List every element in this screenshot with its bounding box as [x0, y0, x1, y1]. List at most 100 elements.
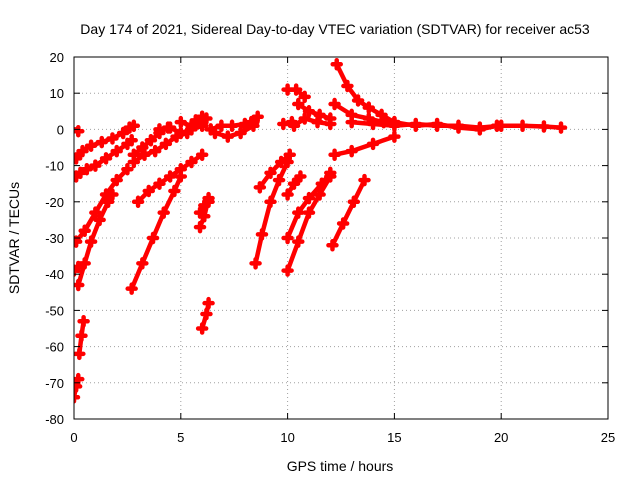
- point-marker: [168, 184, 181, 198]
- point-marker: [89, 159, 102, 172]
- point-marker: [351, 94, 365, 107]
- point-marker: [174, 126, 188, 140]
- point-marker: [328, 97, 341, 111]
- x-tick-label: 10: [280, 430, 294, 445]
- point-marker: [121, 162, 134, 176]
- point-marker: [324, 166, 337, 180]
- point-marker: [195, 322, 209, 335]
- point-marker: [101, 195, 115, 209]
- point-marker: [238, 119, 252, 133]
- y-tick-label: -60: [45, 340, 64, 355]
- point-marker: [221, 130, 235, 143]
- series-group: [74, 57, 568, 404]
- point-marker: [146, 231, 160, 245]
- point-marker: [74, 278, 85, 292]
- point-marker: [345, 144, 358, 158]
- point-marker: [75, 329, 88, 342]
- point-marker: [298, 112, 311, 125]
- point-marker: [95, 135, 109, 149]
- point-marker: [127, 119, 141, 133]
- point-marker: [277, 117, 290, 131]
- point-marker: [185, 155, 198, 169]
- point-marker: [74, 166, 87, 180]
- y-tick-label: -20: [45, 195, 64, 210]
- point-marker: [157, 206, 170, 219]
- y-tick-label: 0: [57, 122, 64, 137]
- point-marker: [294, 170, 307, 183]
- point-marker: [93, 213, 106, 227]
- point-marker: [215, 119, 228, 133]
- point-marker: [302, 105, 316, 118]
- point-marker: [125, 282, 138, 295]
- series-arc-29: [330, 177, 367, 248]
- point-marker: [200, 112, 213, 125]
- x-tick-label: 0: [70, 430, 77, 445]
- point-marker: [153, 123, 166, 136]
- point-marker: [110, 173, 123, 187]
- point-marker: [163, 121, 177, 134]
- point-marker: [174, 115, 188, 129]
- point-marker: [330, 57, 343, 71]
- point-marker: [289, 83, 303, 96]
- point-marker: [200, 307, 213, 321]
- y-axis: 20 10 0 -10 -20 -30 -40 -50 -60 -70 -80: [45, 50, 608, 427]
- series-arc-28: [291, 116, 333, 129]
- point-marker: [362, 101, 376, 114]
- y-tick-label: -70: [45, 376, 64, 391]
- point-marker: [554, 121, 568, 134]
- x-tick-label: 20: [494, 430, 508, 445]
- point-marker: [195, 148, 209, 161]
- point-marker: [89, 206, 102, 219]
- point-marker: [537, 120, 551, 133]
- point-marker: [283, 148, 296, 161]
- point-marker: [78, 257, 91, 270]
- point-marker: [253, 181, 267, 194]
- point-marker: [159, 137, 173, 151]
- point-marker: [285, 115, 299, 129]
- y-tick-label: 10: [50, 86, 64, 101]
- point-marker: [78, 224, 91, 238]
- point-marker: [366, 117, 380, 131]
- point-marker: [74, 235, 83, 248]
- point-marker: [116, 126, 130, 140]
- point-marker: [84, 139, 98, 152]
- x-axis: 0 5 10 15 20 25: [70, 57, 615, 445]
- point-marker: [234, 126, 247, 140]
- point-marker: [274, 155, 288, 169]
- y-tick-label: 20: [50, 50, 64, 65]
- point-marker: [208, 126, 222, 140]
- point-marker: [202, 195, 215, 209]
- point-marker: [490, 119, 504, 133]
- y-tick-label: -10: [45, 159, 64, 174]
- point-marker: [249, 257, 262, 270]
- x-tick-label: 5: [177, 430, 184, 445]
- x-axis-label: GPS time / hours: [287, 458, 394, 474]
- point-marker: [302, 191, 316, 205]
- point-marker: [144, 134, 158, 147]
- point-marker: [281, 231, 294, 245]
- point-marker: [313, 188, 326, 201]
- point-marker: [292, 235, 305, 248]
- point-marker: [125, 134, 138, 147]
- point-marker: [366, 137, 380, 151]
- point-marker: [251, 110, 264, 123]
- point-marker: [106, 132, 119, 145]
- point-marker: [136, 141, 149, 154]
- point-marker: [76, 144, 89, 158]
- point-marker: [174, 162, 188, 176]
- point-marker: [358, 173, 371, 187]
- point-marker: [336, 217, 350, 230]
- point-marker: [388, 130, 401, 143]
- point-marker: [302, 206, 316, 219]
- point-marker: [281, 264, 294, 277]
- point-marker: [328, 148, 341, 161]
- point-marker: [298, 90, 311, 104]
- point-marker: [255, 228, 269, 241]
- point-marker: [127, 148, 141, 161]
- chart-title: Day 174 of 2021, Sidereal Day-to-day VTE…: [80, 21, 590, 37]
- point-marker: [74, 347, 86, 361]
- y-tick-label: -40: [45, 267, 64, 282]
- point-marker: [74, 391, 81, 404]
- point-marker: [452, 121, 465, 134]
